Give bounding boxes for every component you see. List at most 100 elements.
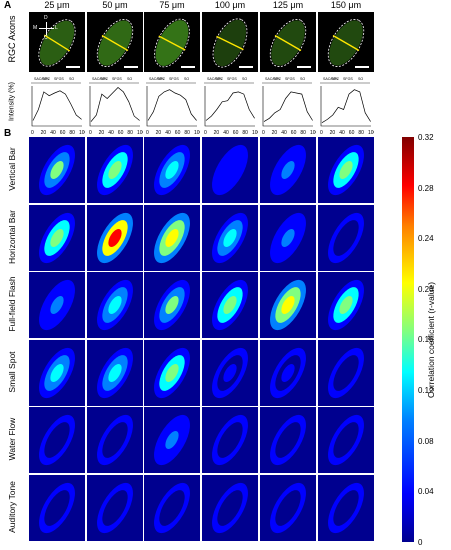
response-peak [339, 160, 353, 180]
layer-label: SO [242, 77, 247, 81]
correlation-svg [39, 414, 75, 466]
x-tick-label: 0 [31, 130, 34, 136]
response-peak [108, 363, 122, 383]
correlation-svg [154, 279, 190, 331]
correlation-map [318, 475, 374, 541]
x-tick-label: 60 [291, 130, 297, 136]
correlation-map [260, 205, 316, 271]
x-tick-label: 80 [127, 130, 133, 136]
response-peak [339, 498, 353, 518]
colorbar-tick-label: 0.16 [418, 335, 434, 345]
correlation-svg [97, 212, 133, 264]
rgc-axon-svg [38, 19, 76, 67]
profile-line [274, 34, 302, 52]
rgc-axon-svg [327, 19, 365, 67]
correlation-map [87, 340, 143, 406]
layer-label: SGC [215, 77, 223, 81]
colorbar [402, 137, 414, 542]
plot-axes [146, 86, 197, 127]
x-tick-label: 80 [184, 130, 190, 136]
correlation-svg [270, 279, 306, 331]
x-tick-label: 60 [60, 130, 66, 136]
correlation-map [29, 340, 85, 406]
response-peak [165, 363, 179, 383]
layer-label: SFGS [112, 77, 122, 81]
correlation-svg [154, 347, 190, 399]
response-peak [281, 430, 295, 450]
correlation-svg [212, 144, 248, 196]
x-tick-label: 80 [300, 130, 306, 136]
layer-label: SAC/SPV [207, 77, 223, 81]
plot-axes [31, 86, 82, 127]
scale-bar [66, 66, 80, 68]
correlation-svg [270, 144, 306, 196]
correlation-svg [97, 347, 133, 399]
correlation-map [29, 272, 85, 338]
correlation-map [318, 272, 374, 338]
correlation-svg [154, 482, 190, 534]
correlation-map [202, 475, 258, 541]
x-tick-label: 60 [118, 130, 124, 136]
correlation-svg [39, 212, 75, 264]
layer-label: SO [184, 77, 189, 81]
response-peak [281, 498, 295, 518]
response-peak [50, 363, 64, 383]
response-peak [339, 228, 353, 248]
correlation-svg [328, 347, 364, 399]
correlation-map [144, 205, 200, 271]
rgc-axon-image [318, 12, 374, 72]
correlation-map [318, 407, 374, 473]
correlation-map [318, 137, 374, 203]
response-peak [281, 363, 295, 383]
depth-header: 25 μm [44, 0, 70, 10]
compass-rose: D M L C [32, 15, 62, 42]
response-peak [108, 160, 122, 180]
correlation-svg [212, 279, 248, 331]
rgc-axon-image [87, 12, 143, 72]
response-peak [223, 295, 237, 315]
correlation-svg [328, 482, 364, 534]
colorbar-tick-label: 0.04 [418, 487, 434, 497]
correlation-map [87, 205, 143, 271]
colorbar-tick-label: 0.32 [418, 133, 434, 142]
layer-label: SO [69, 77, 74, 81]
layer-label: SAC/SPV [34, 77, 50, 81]
compass-c: C [44, 35, 48, 41]
correlation-svg [212, 482, 248, 534]
correlation-map [202, 272, 258, 338]
rgc-axon-image [202, 12, 258, 72]
colorbar-tick-label: 0.28 [418, 183, 434, 193]
plot-axes [204, 86, 255, 127]
depth-header: 75 μm [159, 0, 185, 10]
colorbar-tick-label: 0.20 [418, 284, 434, 294]
correlation-map [87, 272, 143, 338]
response-peak [165, 228, 179, 248]
x-tick-label: 60 [233, 130, 239, 136]
correlation-map [260, 137, 316, 203]
response-peak [108, 228, 122, 248]
x-tick-label: 20 [41, 130, 47, 136]
correlation-svg [270, 212, 306, 264]
correlation-map [202, 205, 258, 271]
correlation-map [144, 475, 200, 541]
response-peak [165, 430, 179, 450]
intensity-trace [321, 89, 371, 123]
stimulus-label: Auditory Tone [7, 481, 17, 533]
x-tick-label: 0 [320, 130, 323, 136]
depth-header: 100 μm [214, 0, 246, 10]
layer-label: SGC [157, 77, 165, 81]
response-peak [281, 228, 295, 248]
profile-line [158, 35, 186, 51]
layer-label: SGC [331, 77, 339, 81]
response-peak [223, 498, 237, 518]
plot-axes [262, 86, 313, 127]
scale-bar [124, 66, 138, 68]
correlation-map [260, 475, 316, 541]
